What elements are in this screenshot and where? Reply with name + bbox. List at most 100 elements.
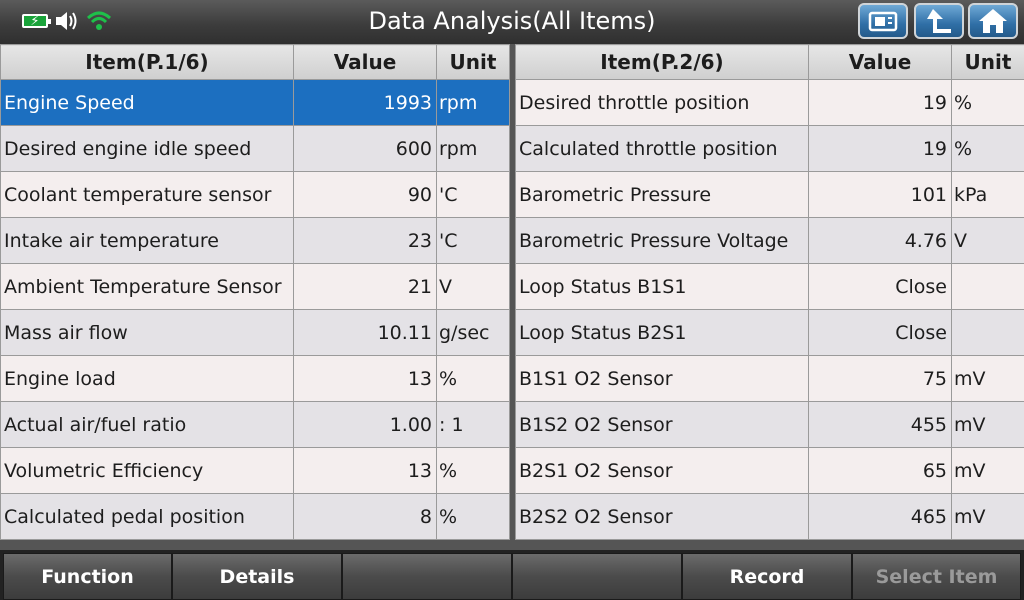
row-value: 13: [293, 355, 437, 402]
empty-button-2[interactable]: [512, 553, 682, 600]
row-unit: rpm: [436, 79, 510, 126]
select-item-button[interactable]: Select Item: [852, 553, 1021, 600]
row-value: Close: [808, 263, 952, 310]
table-row[interactable]: Loop Status B2S1 Close: [515, 309, 1024, 356]
table-row[interactable]: Engine load 13%: [0, 355, 510, 402]
column-header-value[interactable]: Value: [293, 44, 437, 80]
page-title: Data Analysis(All Items): [368, 7, 656, 35]
row-value: 19: [808, 79, 952, 126]
back-icon: [927, 9, 951, 33]
row-value: 13: [293, 447, 437, 494]
status-icons: ⚡: [22, 9, 112, 33]
row-value: 4.76: [808, 217, 952, 264]
row-item-name: Intake air temperature: [0, 217, 294, 264]
row-item-name: Loop Status B1S1: [515, 263, 809, 310]
table-row[interactable]: Coolant temperature sensor 90 'C: [0, 171, 510, 218]
row-unit: %: [436, 355, 510, 402]
speaker-icon: [56, 12, 77, 30]
table-row[interactable]: Mass air flow 10.11 g/sec: [0, 309, 510, 356]
table-row[interactable]: Loop Status B1S1 Close: [515, 263, 1024, 310]
home-button[interactable]: [968, 3, 1018, 39]
row-value: 1993: [293, 79, 437, 126]
row-value: 21: [293, 263, 437, 310]
row-value: 101: [808, 171, 952, 218]
row-unit: g/sec: [436, 309, 510, 356]
row-unit: : 1: [436, 401, 510, 448]
table-row[interactable]: Calculated throttle position 19%: [515, 125, 1024, 172]
row-item-name: Desired throttle position: [515, 79, 809, 126]
row-item-name: Engine load: [0, 355, 294, 402]
row-value: 1.00: [293, 401, 437, 448]
row-unit: mV: [951, 447, 1024, 494]
row-unit: V: [951, 217, 1024, 264]
row-item-name: Barometric Pressure Voltage: [515, 217, 809, 264]
row-unit: %: [436, 447, 510, 494]
table-header-row: Item(P.1/6) Value Unit: [0, 44, 510, 80]
table-row[interactable]: Desired throttle position 19%: [515, 79, 1024, 126]
row-item-name: Actual air/fuel ratio: [0, 401, 294, 448]
table-row[interactable]: Actual air/fuel ratio 1.00: 1: [0, 401, 510, 448]
row-item-name: B2S1 O2 Sensor: [515, 447, 809, 494]
row-value: Close: [808, 309, 952, 356]
function-button[interactable]: Function: [3, 553, 172, 600]
table-row[interactable]: B1S1 O2 Sensor 75 mV: [515, 355, 1024, 402]
row-value: 455: [808, 401, 952, 448]
record-button[interactable]: Record: [682, 553, 852, 600]
table-row[interactable]: Ambient Temperature Sensor 21 V: [0, 263, 510, 310]
right-data-table: Item(P.2/6) Value Unit Desired throttle …: [515, 44, 1024, 540]
row-item-name: Calculated throttle position: [515, 125, 809, 172]
snapshot-button[interactable]: [858, 3, 908, 39]
row-unit: [951, 263, 1024, 310]
empty-button-1[interactable]: [342, 553, 512, 600]
row-unit: 'C: [436, 217, 510, 264]
title-bar: ⚡ Data Analysis(All Items): [0, 0, 1024, 44]
row-unit: rpm: [436, 125, 510, 172]
row-value: 8: [293, 493, 437, 540]
details-button[interactable]: Details: [172, 553, 342, 600]
row-item-name: Desired engine idle speed: [0, 125, 294, 172]
row-item-name: Mass air flow: [0, 309, 294, 356]
table-row[interactable]: Volumetric Efficiency 13%: [0, 447, 510, 494]
column-header-item[interactable]: Item(P.1/6): [0, 44, 294, 80]
row-item-name: Engine Speed: [0, 79, 294, 126]
row-unit: kPa: [951, 171, 1024, 218]
row-unit: mV: [951, 493, 1024, 540]
data-tables: Item(P.1/6) Value Unit Engine Speed 1993 r…: [0, 44, 1024, 550]
row-value: 465: [808, 493, 952, 540]
row-value: 65: [808, 447, 952, 494]
column-header-item[interactable]: Item(P.2/6): [515, 44, 809, 80]
table-row[interactable]: Calculated pedal position 8%: [0, 493, 510, 540]
row-unit: [951, 309, 1024, 356]
row-value: 10.11: [293, 309, 437, 356]
row-item-name: Loop Status B2S1: [515, 309, 809, 356]
row-item-name: B1S2 O2 Sensor: [515, 401, 809, 448]
row-item-name: Volumetric Efficiency: [0, 447, 294, 494]
table-row[interactable]: Barometric Pressure 101 kPa: [515, 171, 1024, 218]
row-unit: %: [436, 493, 510, 540]
row-item-name: Coolant temperature sensor: [0, 171, 294, 218]
row-item-name: Barometric Pressure: [515, 171, 809, 218]
back-button[interactable]: [914, 3, 964, 39]
column-header-unit[interactable]: Unit: [436, 44, 510, 80]
column-header-value[interactable]: Value: [808, 44, 952, 80]
table-row[interactable]: B2S2 O2 Sensor 465 mV: [515, 493, 1024, 540]
table-row[interactable]: B1S2 O2 Sensor 455 mV: [515, 401, 1024, 448]
table-row[interactable]: Engine Speed 1993 rpm: [0, 79, 510, 126]
column-header-unit[interactable]: Unit: [951, 44, 1024, 80]
table-row[interactable]: Barometric Pressure Voltage 4.76 V: [515, 217, 1024, 264]
row-item-name: B2S2 O2 Sensor: [515, 493, 809, 540]
table-header-row: Item(P.2/6) Value Unit: [515, 44, 1024, 80]
row-unit: mV: [951, 401, 1024, 448]
row-unit: %: [951, 125, 1024, 172]
table-row[interactable]: Desired engine idle speed 600 rpm: [0, 125, 510, 172]
table-row[interactable]: B2S1 O2 Sensor 65 mV: [515, 447, 1024, 494]
row-item-name: Ambient Temperature Sensor: [0, 263, 294, 310]
table-row[interactable]: Intake air temperature 23 'C: [0, 217, 510, 264]
snapshot-icon: [868, 11, 898, 32]
wifi-icon: [86, 11, 112, 30]
left-data-table: Item(P.1/6) Value Unit Engine Speed 1993 r…: [0, 44, 510, 540]
row-unit: %: [951, 79, 1024, 126]
bottom-toolbar: Function Details Record Select Item: [0, 550, 1024, 600]
row-value: 600: [293, 125, 437, 172]
row-value: 90: [293, 171, 437, 218]
